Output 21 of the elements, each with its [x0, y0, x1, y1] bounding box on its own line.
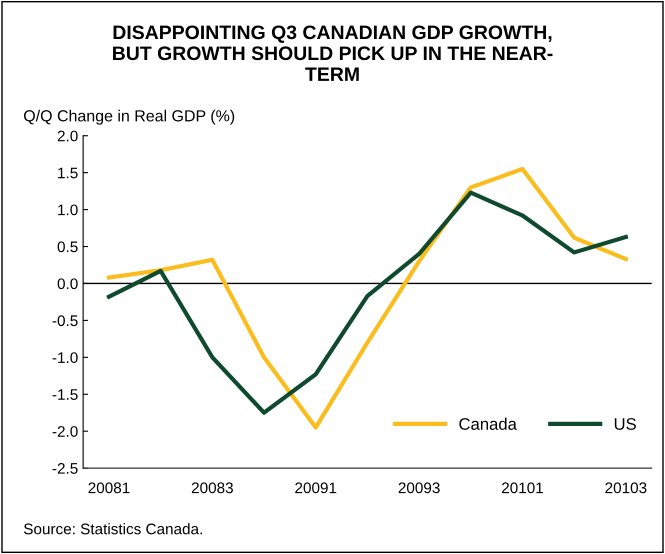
legend-label: US — [614, 418, 636, 430]
y-tick-label: 0.5 — [58, 241, 78, 252]
x-tick-label: 20081 — [88, 482, 130, 494]
y-tick-label: 0.0 — [58, 278, 78, 290]
y-tick-label: 2.0 — [58, 130, 78, 142]
x-tick-label: 20083 — [192, 482, 233, 494]
source-note: Source: Statistics Canada. — [24, 523, 202, 534]
x-tick-label: 20101 — [502, 482, 543, 494]
y-tick-label: -1.0 — [52, 352, 78, 364]
y-tick-label: 1.5 — [58, 168, 78, 178]
x-tick-label: 20091 — [295, 482, 336, 494]
y-tick-label: -0.5 — [52, 315, 78, 326]
y-tick-label: -2.0 — [52, 426, 78, 437]
legend-label: Canada — [459, 418, 517, 430]
x-tick-label: 20093 — [398, 482, 440, 494]
x-tick-label: 20103 — [605, 482, 646, 494]
y-tick-label: 1.0 — [58, 204, 78, 216]
y-axis-title: Q/Q Change in Real GDP (%) — [24, 110, 234, 125]
y-tick-label: -1.5 — [52, 389, 78, 400]
chart-title: DISAPPOINTING Q3 CANADIAN GDP GROWTH, BUT GROWTH SHOULD PICK UP IN THE NEAR- TERM — [113, 25, 552, 81]
y-tick-label: -2.5 — [52, 463, 78, 474]
